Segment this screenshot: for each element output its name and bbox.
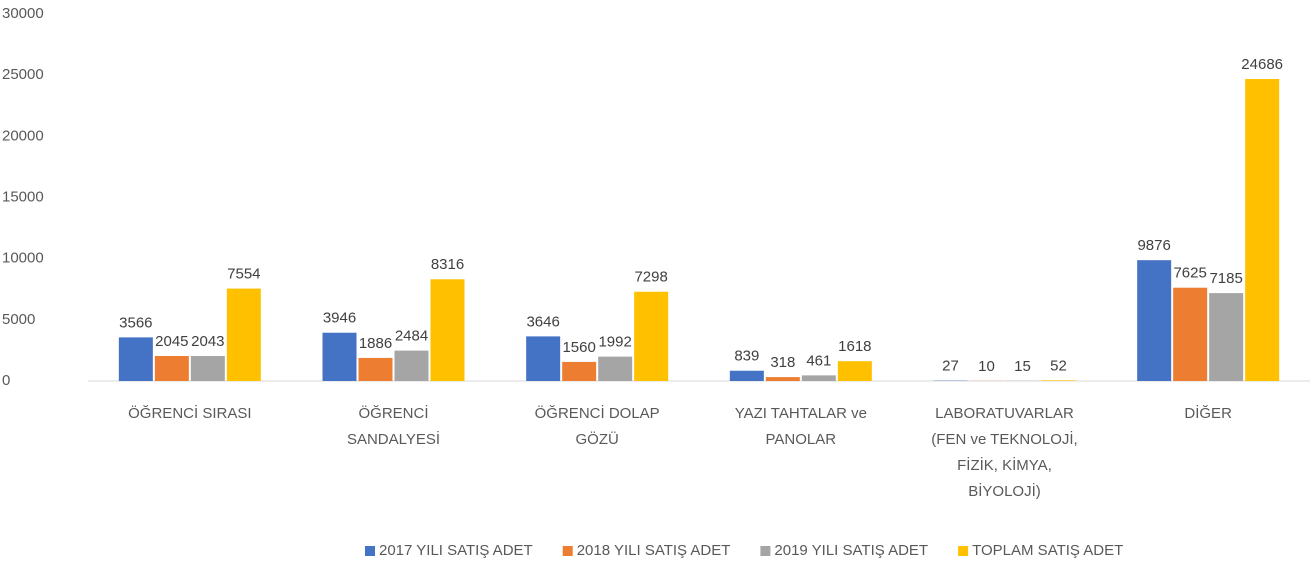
legend-label: TOPLAM SATIŞ ADET: [972, 542, 1123, 559]
legend-label: 2019 YILI SATIŞ ADET: [774, 542, 928, 559]
data-label: 461: [806, 352, 831, 369]
data-label: 1886: [359, 335, 392, 352]
data-label: 1992: [598, 334, 631, 351]
data-label: 24686: [1241, 56, 1283, 73]
x-tick-label: DİĞER: [1184, 405, 1232, 422]
bar: [1209, 293, 1244, 381]
data-label: 7625: [1173, 265, 1206, 282]
y-tick-label: 0: [2, 372, 10, 389]
data-label: 318: [770, 354, 795, 371]
legend-label: 2018 YILI SATIŞ ADET: [577, 542, 731, 559]
bar: [1245, 79, 1280, 381]
y-tick-label: 25000: [2, 66, 44, 83]
data-label: 3946: [323, 310, 356, 327]
data-label: 8316: [431, 256, 464, 273]
bar: [801, 375, 836, 381]
data-label: 7185: [1209, 270, 1242, 287]
data-label: 3566: [119, 314, 152, 331]
bar: [562, 361, 597, 381]
data-label: 9876: [1137, 237, 1170, 254]
x-tick-label: ÖĞRENCİ DOLAP GÖZÜ: [534, 405, 660, 448]
data-label: 27: [942, 358, 959, 375]
bar: [190, 356, 225, 381]
bar: [226, 288, 261, 381]
data-label: 2043: [191, 333, 224, 350]
bar: [837, 361, 872, 381]
bar: [394, 350, 429, 381]
bar: [526, 336, 561, 381]
data-label: 10: [978, 358, 995, 375]
x-tick-label: ÖĞRENCİ SANDALYESİ: [346, 405, 441, 448]
bar: [430, 279, 465, 381]
data-label: 15: [1014, 358, 1031, 375]
y-tick-label: 10000: [2, 250, 44, 267]
data-label: 2045: [155, 333, 188, 350]
bar: [154, 355, 189, 381]
legend-swatch: [562, 546, 573, 556]
x-tick-label: LABORATUVARLAR (FEN ve TEKNOLOJİ, FİZİK,…: [931, 405, 1078, 500]
data-label: 52: [1050, 357, 1067, 374]
legend-swatch: [365, 546, 375, 556]
legend-swatch: [760, 546, 771, 556]
legend-label: 2017 YILI SATIŞ ADET: [379, 542, 533, 559]
bar: [1173, 287, 1208, 381]
bar: [322, 332, 357, 381]
y-tick-label: 20000: [2, 127, 44, 144]
x-tick-label: YAZI TAHTALAR ve PANOLAR: [734, 405, 867, 448]
data-label: 1560: [562, 339, 595, 356]
bar: [118, 337, 153, 381]
legend-swatch: [958, 546, 969, 556]
bar: [634, 291, 669, 381]
y-tick-label: 5000: [2, 311, 35, 328]
x-tick-label: ÖĞRENCİ SIRASI: [128, 405, 252, 422]
y-tick-label: 15000: [2, 188, 44, 205]
data-label: 7298: [634, 269, 667, 286]
y-tick-label: 30000: [2, 5, 44, 22]
data-label: 839: [734, 348, 759, 365]
bar: [1137, 260, 1172, 381]
data-label: 7554: [227, 266, 260, 283]
data-label: 3646: [526, 313, 559, 330]
bar: [598, 356, 633, 381]
data-label: 2484: [395, 328, 428, 345]
bar: [1041, 380, 1076, 381]
bar: [729, 370, 764, 381]
data-label: 1618: [838, 338, 871, 355]
bar: [765, 377, 800, 381]
bar: [358, 357, 393, 381]
